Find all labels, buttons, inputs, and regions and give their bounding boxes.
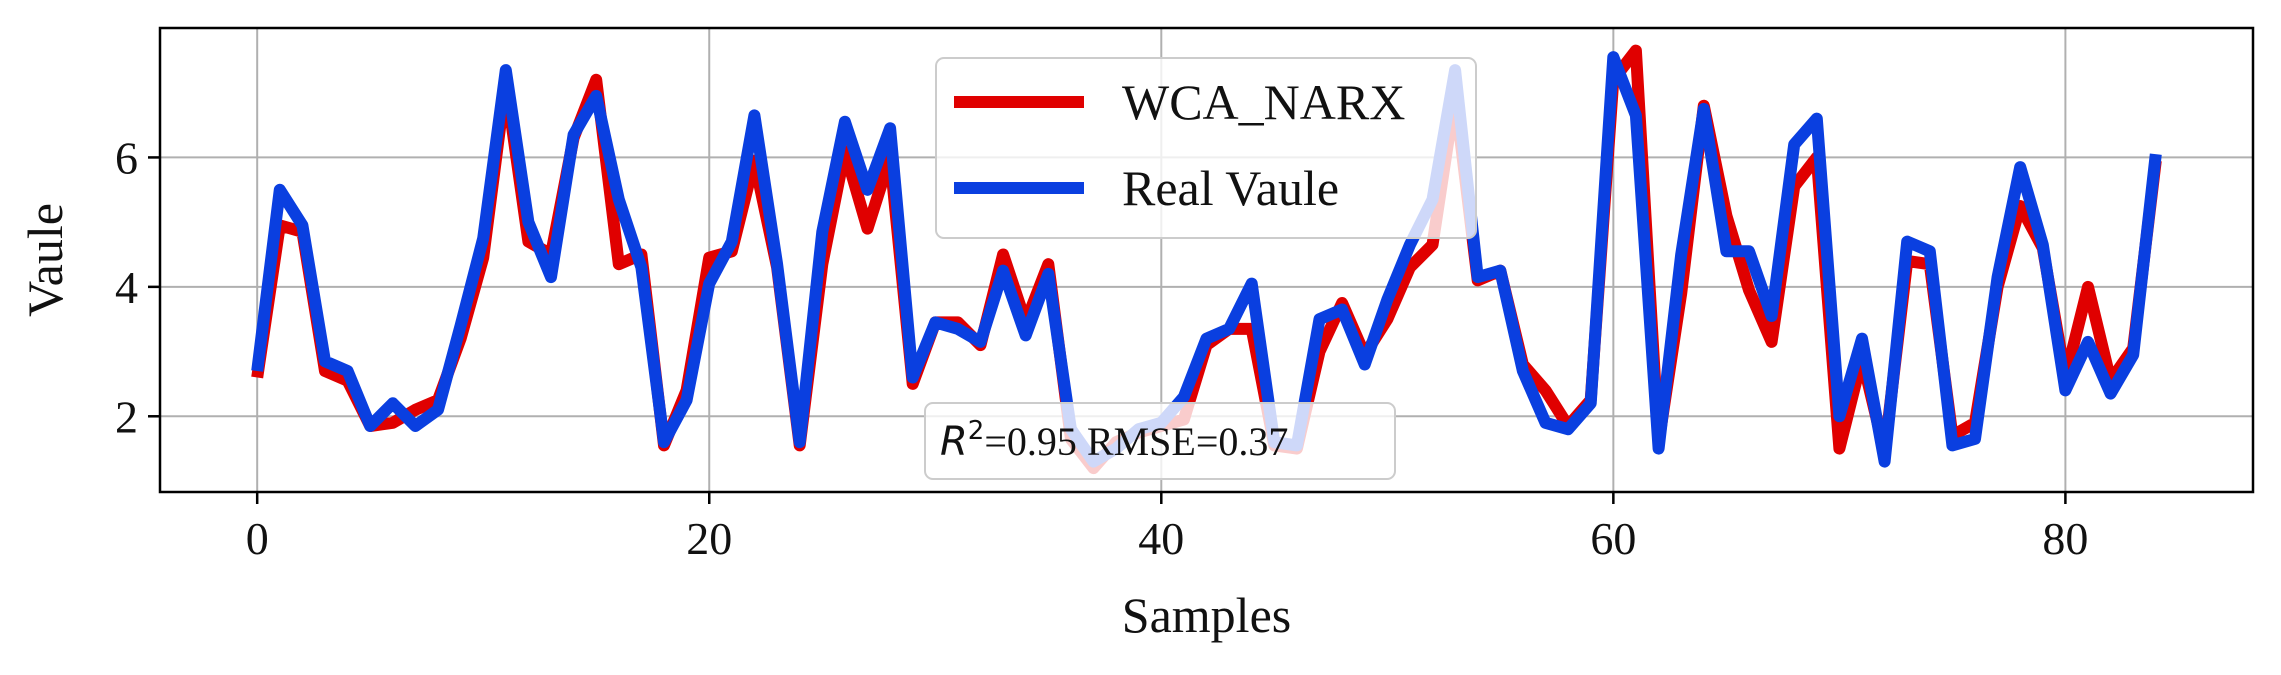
series-line-real-vaule [251, 51, 2162, 468]
metrics-annotation: R2=0.95 RMSE=0.37 [924, 402, 1396, 480]
y-tick-label: 6 [115, 132, 138, 183]
y-tick-label: 2 [115, 391, 138, 442]
axis-ticks: 0 20 40 60 80 2 4 6 [115, 132, 2088, 564]
x-tick-label: 60 [1590, 513, 1636, 564]
y-tick-label: 4 [115, 262, 138, 313]
series-lines [251, 44, 2162, 475]
legend-label: WCA_NARX [1122, 74, 1405, 130]
x-tick-label: 80 [2042, 513, 2088, 564]
r2-superscript: 2 [968, 416, 985, 446]
plot-frame [158, 26, 2255, 494]
legend: WCA_NARX Real Vaule [935, 57, 1477, 239]
annotation-text: R2=0.95 RMSE=0.37 [940, 416, 1288, 465]
x-axis-label: Samples [1122, 587, 1291, 643]
x-tick-label: 0 [246, 513, 269, 564]
metrics-values: =0.95 RMSE=0.37 [984, 419, 1288, 464]
x-tick-label: 20 [686, 513, 732, 564]
r2-symbol: R [940, 419, 968, 465]
y-axis-label: Vaule [17, 203, 73, 317]
legend-label: Real Vaule [1122, 160, 1339, 216]
x-tick-label: 40 [1138, 513, 1184, 564]
annotation-box [924, 402, 1396, 480]
